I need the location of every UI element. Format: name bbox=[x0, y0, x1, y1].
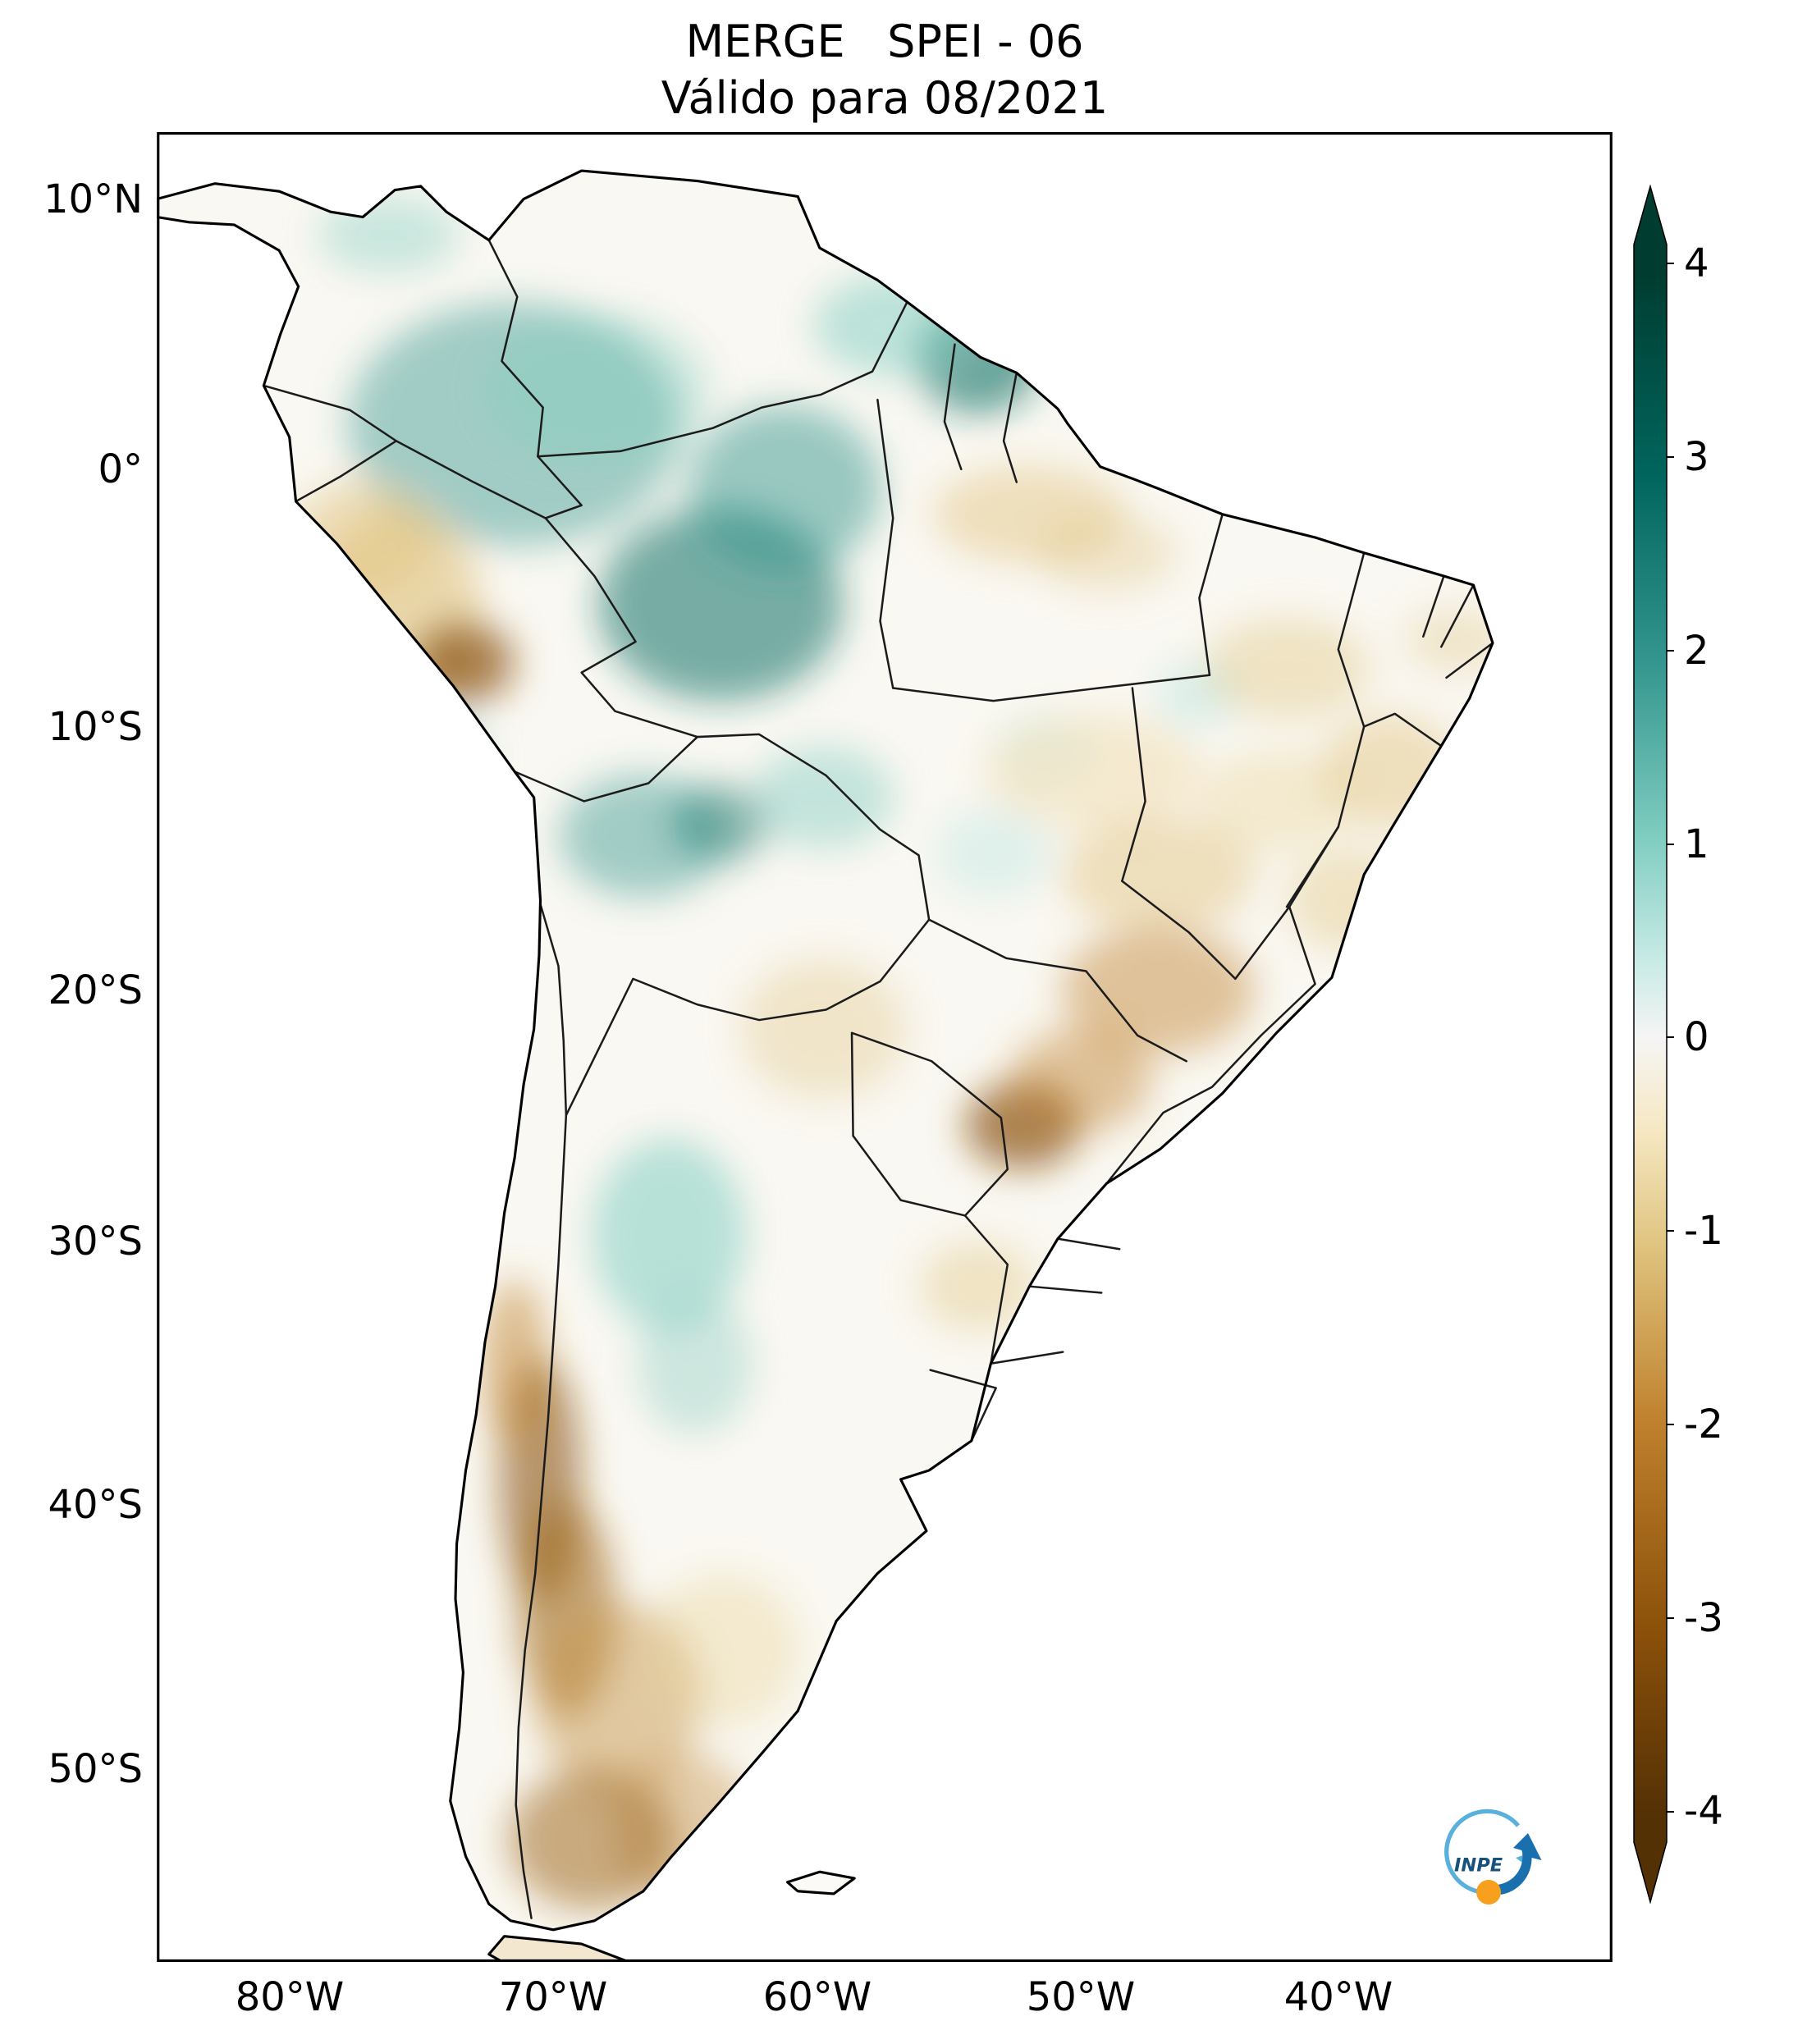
ytick-30s: 30°S bbox=[48, 1219, 143, 1264]
state-borders bbox=[263, 239, 1494, 1919]
title-block: MERGE SPEI - 06 Válido para 08/2021 bbox=[157, 13, 1613, 126]
inpe-logo-orange-dot bbox=[1476, 1880, 1501, 1905]
xtick-80w: 80°W bbox=[235, 1974, 345, 2020]
xtick-60w: 60°W bbox=[762, 1974, 872, 2020]
cbtick-3: 3 bbox=[1684, 434, 1709, 480]
map-frame bbox=[157, 132, 1613, 1962]
cbtick-2: 2 bbox=[1684, 628, 1709, 674]
ytick-20s: 20°S bbox=[48, 967, 143, 1013]
colorbar-tick-marks bbox=[1667, 263, 1674, 1813]
cbtick-m4: -4 bbox=[1684, 1788, 1723, 1834]
figure-title: MERGE SPEI - 06 bbox=[685, 16, 1084, 67]
colorbar-gradient bbox=[1633, 185, 1668, 1904]
cbtick-m1: -1 bbox=[1684, 1208, 1723, 1254]
ytick-10s: 10°S bbox=[48, 704, 143, 750]
coastline bbox=[157, 169, 1494, 1962]
inpe-logo-text: INPE bbox=[1454, 1855, 1503, 1877]
xtick-50w: 50°W bbox=[1026, 1974, 1136, 2020]
inpe-logo-arrow bbox=[1496, 1833, 1542, 1895]
figure-subtitle: Válido para 08/2021 bbox=[661, 72, 1109, 125]
colorbar bbox=[1633, 185, 1674, 1904]
ytick-50s: 50°S bbox=[48, 1746, 143, 1792]
cbtick-4: 4 bbox=[1684, 240, 1709, 286]
xtick-40w: 40°W bbox=[1283, 1974, 1393, 2020]
cbtick-m3: -3 bbox=[1684, 1595, 1723, 1641]
spei-field bbox=[289, 196, 1493, 1911]
cbtick-0: 0 bbox=[1684, 1014, 1709, 1060]
ytick-10n: 10°N bbox=[43, 176, 143, 222]
cbtick-m2: -2 bbox=[1684, 1402, 1723, 1447]
cbtick-1: 1 bbox=[1684, 821, 1709, 867]
inpe-logo: INPE bbox=[1444, 1809, 1542, 1905]
map-plot bbox=[157, 132, 1613, 1962]
ytick-40s: 40°S bbox=[48, 1482, 143, 1528]
ytick-0: 0° bbox=[98, 446, 143, 492]
xtick-70w: 70°W bbox=[498, 1974, 608, 2020]
